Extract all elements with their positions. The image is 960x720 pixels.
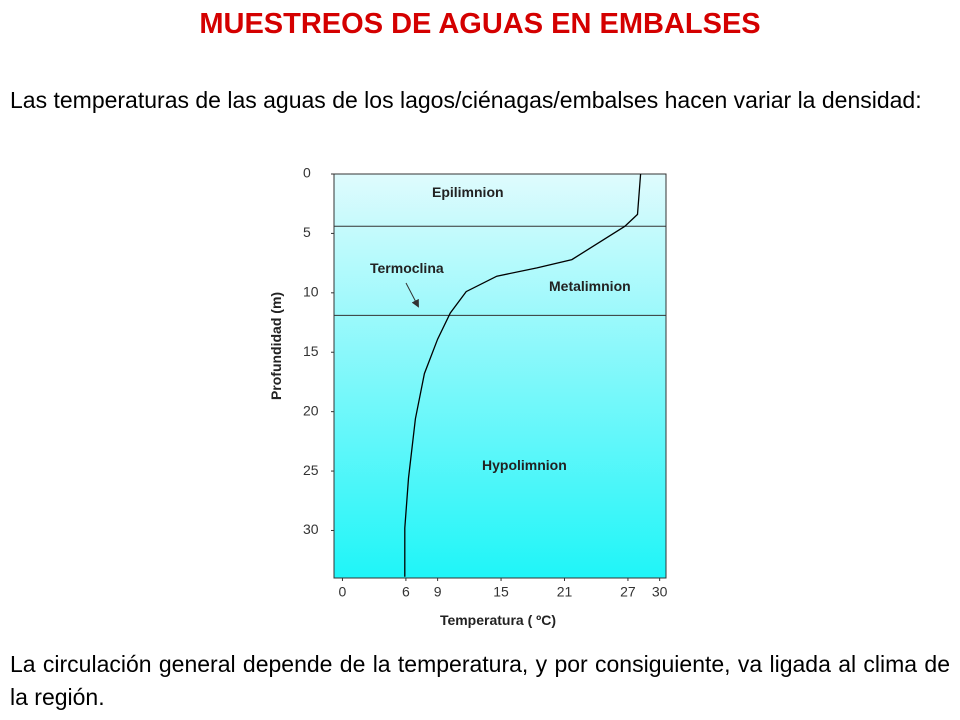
y-tick-label: 30 [303,521,319,537]
y-tick-label: 20 [303,402,319,418]
intro-text: Las temperaturas de las aguas de los lag… [10,87,922,113]
x-tick-label: 15 [493,584,509,600]
x-axis-label: Temperatura ( ºC) [440,612,556,628]
x-tick-label: 9 [434,584,442,600]
x-tick-label: 6 [402,584,410,600]
x-tick-label: 30 [652,584,668,600]
annotation: Termoclina [370,260,444,276]
annotation: Metalimnion [549,278,631,294]
annotation: Hypolimnion [482,457,567,473]
y-tick-label: 10 [303,284,319,300]
x-tick-label: 21 [557,584,573,600]
annotation: Epilimnion [432,184,504,200]
y-tick-label: 0 [303,165,311,181]
annotation-arrow [405,282,419,308]
y-tick-label: 25 [303,462,319,478]
x-tick-label: 0 [339,584,347,600]
y-tick-label: 15 [303,343,319,359]
y-axis-label: Profundidad (m) [268,292,284,400]
y-tick-label: 5 [303,224,311,240]
conclusion-text: La circulación general depende de la tem… [10,651,950,710]
slide-title: MUESTREOS DE AGUAS EN EMBALSES [199,8,761,40]
x-tick-label: 27 [620,584,636,600]
profile-line [404,173,642,577]
plot-area [333,173,667,579]
